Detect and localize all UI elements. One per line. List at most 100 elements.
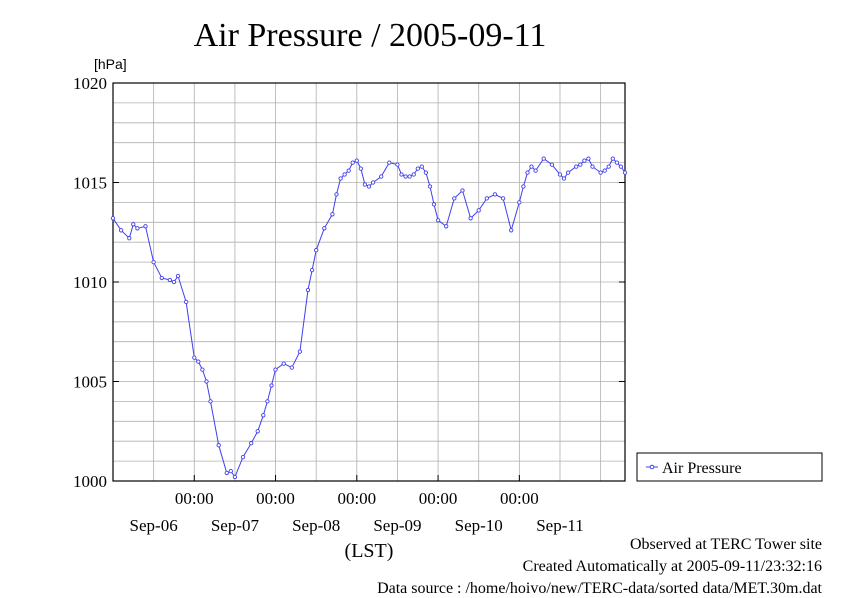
data-point [240, 454, 246, 460]
data-point [500, 196, 506, 201]
data-point [476, 208, 481, 213]
data-point [590, 164, 595, 169]
data-point [354, 158, 359, 163]
legend-label-air-pressure: Air Pressure [662, 460, 742, 477]
x-axis-label: (LST) [345, 540, 394, 562]
x-date-tick-label: Sep-06 [130, 516, 178, 535]
data-point [618, 164, 624, 169]
data-point [228, 468, 233, 474]
data-point [167, 277, 173, 283]
data-point [216, 443, 221, 448]
data-point [586, 156, 591, 161]
data-point [204, 379, 209, 384]
data-point [269, 383, 274, 388]
data-point [322, 226, 327, 231]
y-tick-label: 1005 [73, 373, 107, 392]
x-time-tick-label: 00:00 [175, 489, 214, 508]
data-point [273, 367, 278, 372]
data-point [419, 164, 424, 169]
data-point [159, 275, 164, 281]
data-point [411, 172, 416, 177]
data-point [143, 224, 148, 229]
data-point [399, 172, 404, 177]
data-point [330, 212, 335, 217]
y-tick-label: 1010 [73, 273, 107, 292]
x-time-tick-label: 00:00 [337, 489, 376, 508]
data-point [602, 168, 607, 173]
data-point [350, 160, 355, 165]
data-point [255, 429, 260, 434]
data-point [415, 166, 420, 171]
x-time-tick-label: 00:00 [256, 489, 295, 508]
data-point [305, 287, 311, 293]
y-axis-ticks: 1000 1005 1010 1015 1020 [73, 74, 625, 491]
legend: Air Pressure [636, 452, 823, 482]
data-point [118, 228, 124, 233]
legend-box [636, 452, 823, 482]
data-point [314, 248, 319, 253]
data-point [517, 200, 522, 205]
footer-created: Created Automatically at 2005-09-11/23:3… [522, 558, 822, 575]
data-point [127, 236, 132, 241]
data-point [342, 172, 347, 177]
data-point [529, 164, 534, 169]
data-point [525, 170, 530, 175]
data-point [561, 176, 567, 181]
x-date-tick-label: Sep-07 [211, 516, 260, 535]
data-point [289, 365, 294, 370]
data-point [261, 413, 266, 418]
data-point [379, 174, 384, 179]
data-point [183, 299, 189, 305]
data-point [265, 399, 270, 404]
data-point [346, 168, 351, 173]
data-point [196, 359, 201, 364]
y-tick-label: 1000 [73, 472, 107, 491]
chart-title: Air Pressure / 2005-09-11 [194, 17, 547, 54]
data-point [370, 180, 376, 185]
data-point [610, 156, 615, 161]
series-line-air-pressure [112, 157, 626, 479]
data-point [492, 192, 498, 197]
data-point [395, 162, 400, 167]
data-point [582, 158, 587, 163]
data-point [598, 170, 603, 175]
data-point [509, 228, 514, 233]
data-point [192, 355, 197, 360]
data-point [131, 222, 136, 227]
data-point [431, 202, 437, 207]
data-point [135, 226, 140, 231]
footer-source: Data source : /home/hoivo/new/TERC-data/… [377, 580, 822, 597]
x-axis-ticks: 00:00 00:00 00:00 00:00 00:00 Sep-06 Sep-07 Sep… [130, 475, 584, 535]
y-axis-unit-label: [hPa] [94, 56, 127, 72]
data-point [606, 164, 611, 169]
data-point [110, 216, 116, 221]
x-time-tick-label: 00:00 [419, 489, 458, 508]
series-points-air-pressure [110, 156, 628, 480]
data-point [249, 441, 254, 446]
data-point [387, 160, 392, 165]
data-point [171, 279, 177, 285]
data-point [232, 474, 238, 480]
data-point [574, 164, 579, 169]
data-point [484, 196, 489, 201]
data-point [578, 162, 583, 167]
data-point [557, 172, 563, 177]
data-point [358, 166, 364, 171]
data-point [362, 182, 368, 187]
data-point [403, 174, 408, 179]
x-date-tick-label: Sep-11 [536, 516, 584, 535]
data-point [541, 156, 546, 161]
data-point [366, 184, 372, 189]
data-point [297, 349, 303, 354]
data-point [533, 168, 538, 173]
data-point [435, 218, 441, 223]
y-tick-label: 1015 [73, 174, 107, 193]
data-point [151, 259, 156, 265]
data-point [614, 160, 620, 165]
data-point [309, 267, 315, 273]
data-point [549, 162, 555, 167]
data-point [423, 170, 429, 175]
data-point [427, 184, 433, 189]
data-point [565, 170, 571, 175]
